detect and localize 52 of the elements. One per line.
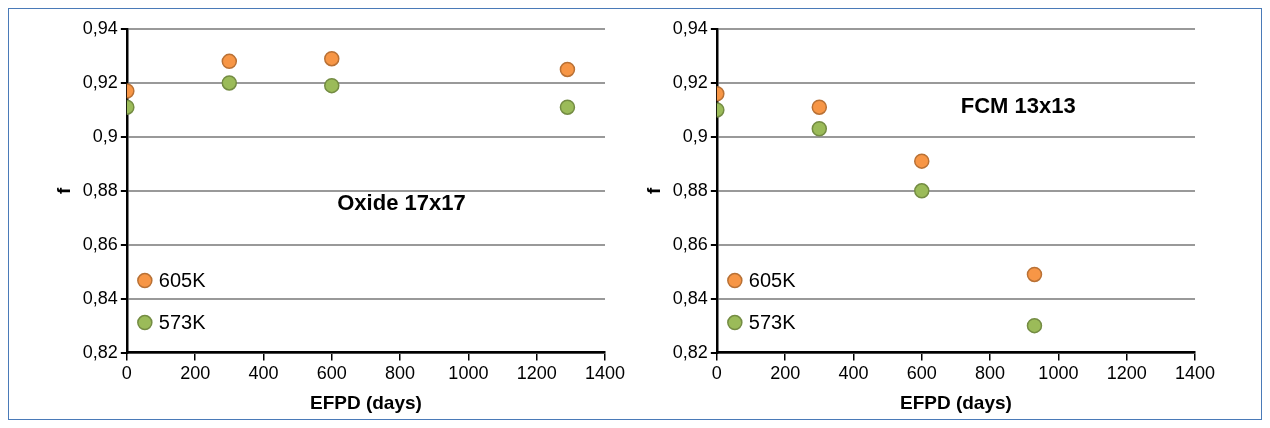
- annotation: Oxide 17x17: [337, 189, 466, 215]
- point: [1026, 317, 1043, 334]
- point: [914, 153, 930, 169]
- y-tick-label: 0,86: [82, 233, 118, 254]
- legend-label: 605K: [158, 269, 207, 292]
- point: [324, 50, 340, 67]
- x-tick-label: 400: [838, 363, 869, 384]
- legend-label: 573K: [158, 311, 207, 334]
- x-tick-label: 400: [248, 363, 279, 384]
- point: [559, 99, 576, 115]
- x-tick-label: 200: [180, 363, 211, 384]
- y-tick-label: 0,82: [672, 341, 708, 362]
- x-tick-label: 800: [975, 363, 1006, 384]
- x-tick-label: 800: [385, 363, 416, 384]
- y-tick-label: 0,84: [672, 287, 708, 308]
- point: [324, 77, 340, 94]
- x-tick-label: 200: [770, 363, 801, 384]
- point: [1026, 266, 1043, 283]
- annotation: FCM 13x13: [960, 92, 1076, 118]
- x-tick-label: 600: [316, 363, 347, 384]
- point: [221, 75, 238, 91]
- x-tick-label: 1400: [1174, 363, 1216, 384]
- y-tick-label: 0,92: [672, 71, 708, 92]
- y-tick-label: 0,82: [82, 341, 118, 362]
- y-axis-title: f: [52, 186, 74, 194]
- y-tick-label: 0,86: [672, 233, 708, 254]
- x-tick-label: 1000: [448, 363, 489, 384]
- x-tick-label: 0: [121, 363, 132, 384]
- y-tick-label: 0,92: [82, 71, 118, 92]
- x-tick-label: 1400: [584, 363, 626, 384]
- y-tick-label: 0,9: [92, 125, 118, 146]
- y-tick-label: 0,88: [672, 179, 708, 200]
- point: [811, 99, 828, 115]
- y-axis-title: f: [642, 186, 664, 194]
- y-tick-label: 0,94: [82, 17, 118, 38]
- x-tick-label: 1200: [516, 363, 557, 384]
- y-tick-label: 0,84: [82, 287, 118, 308]
- legend-label: 605K: [748, 269, 797, 292]
- legend-label: 573K: [748, 311, 797, 334]
- x-tick-label: 600: [906, 363, 937, 384]
- x-axis-title: EFPD (days): [899, 391, 1012, 413]
- y-tick-label: 0,88: [82, 179, 118, 200]
- x-tick-label: 1200: [1106, 363, 1147, 384]
- x-tick-label: 0: [711, 363, 722, 384]
- point: [914, 183, 930, 199]
- point: [221, 53, 238, 70]
- point: [559, 61, 576, 78]
- y-tick-label: 0,94: [672, 17, 708, 38]
- x-axis-title: EFPD (days): [309, 391, 422, 413]
- x-tick-label: 1000: [1038, 363, 1079, 384]
- point: [811, 121, 828, 137]
- y-tick-label: 0,9: [682, 125, 708, 146]
